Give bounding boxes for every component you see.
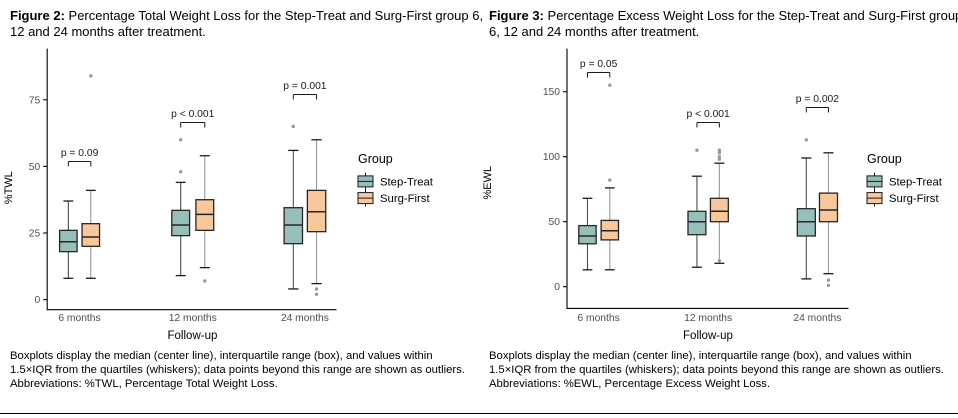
svg-text:Step-Treat: Step-Treat: [380, 176, 434, 188]
svg-text:50: 50: [549, 217, 561, 228]
svg-text:75: 75: [29, 95, 41, 106]
svg-text:Surg-First: Surg-First: [889, 193, 939, 205]
svg-text:p < 0.001: p < 0.001: [171, 109, 215, 120]
svg-text:Group: Group: [867, 152, 902, 166]
svg-text:12 months: 12 months: [169, 313, 217, 324]
svg-text:Follow-up: Follow-up: [168, 330, 218, 342]
svg-text:Follow-up: Follow-up: [683, 330, 733, 342]
svg-text:50: 50: [29, 162, 41, 173]
svg-text:Surg-First: Surg-First: [380, 193, 430, 205]
svg-text:0: 0: [554, 282, 560, 293]
svg-text:24 months: 24 months: [281, 313, 329, 324]
svg-text:p = 0.09: p = 0.09: [61, 148, 99, 159]
svg-text:6 months: 6 months: [577, 313, 619, 324]
svg-text:24 months: 24 months: [793, 313, 841, 324]
svg-text:100: 100: [543, 152, 560, 163]
svg-text:%TWL: %TWL: [3, 171, 15, 204]
svg-text:25: 25: [29, 229, 41, 240]
svg-text:Group: Group: [358, 152, 393, 166]
svg-text:12 months: 12 months: [684, 313, 732, 324]
svg-text:p = 0.001: p = 0.001: [283, 81, 327, 92]
svg-text:150: 150: [543, 87, 560, 98]
svg-text:Step-Treat: Step-Treat: [889, 176, 943, 188]
svg-text:p < 0.001: p < 0.001: [687, 109, 731, 120]
svg-text:6 months: 6 months: [58, 313, 100, 324]
svg-text:0: 0: [34, 295, 40, 306]
svg-text:%EWL: %EWL: [482, 166, 494, 200]
svg-text:p = 0.002: p = 0.002: [796, 94, 840, 105]
svg-text:p = 0.05: p = 0.05: [580, 59, 618, 70]
